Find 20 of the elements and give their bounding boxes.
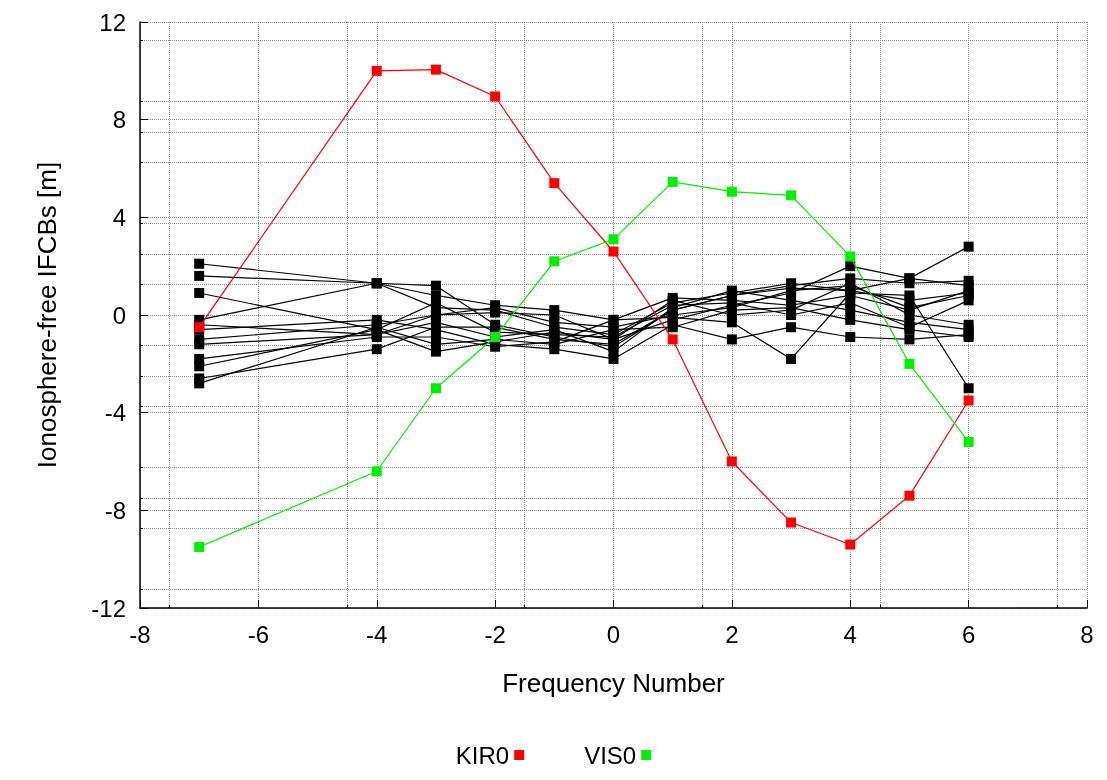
x-tick-label: -4: [366, 620, 388, 648]
y-tick-label: -8: [104, 496, 126, 524]
y-tick-label: -4: [104, 399, 126, 427]
legend-label: VIS0: [584, 741, 637, 769]
x-tick-label: 6: [961, 620, 976, 648]
x-tick-label: -6: [247, 620, 270, 648]
legend-label: KIR0: [455, 741, 510, 769]
x-tick-label: 4: [843, 620, 857, 648]
y-tick-label: 4: [112, 203, 126, 231]
x-axis-title: Frequency Number: [502, 668, 726, 698]
x-tick-label: 8: [1080, 620, 1094, 648]
x-tick-label: -8: [129, 620, 151, 648]
y-tick-label: 12: [99, 8, 126, 36]
y-tick-label: -12: [91, 594, 126, 622]
y-axis-title: Ionosphere-free IFCBs [m]: [32, 161, 62, 469]
x-tick-label: -2: [484, 620, 506, 648]
x-tick-label: 0: [606, 620, 621, 648]
y-tick-label: 0: [112, 301, 126, 329]
x-tick-label: 2: [725, 620, 739, 648]
y-tick-label: 8: [112, 106, 126, 134]
